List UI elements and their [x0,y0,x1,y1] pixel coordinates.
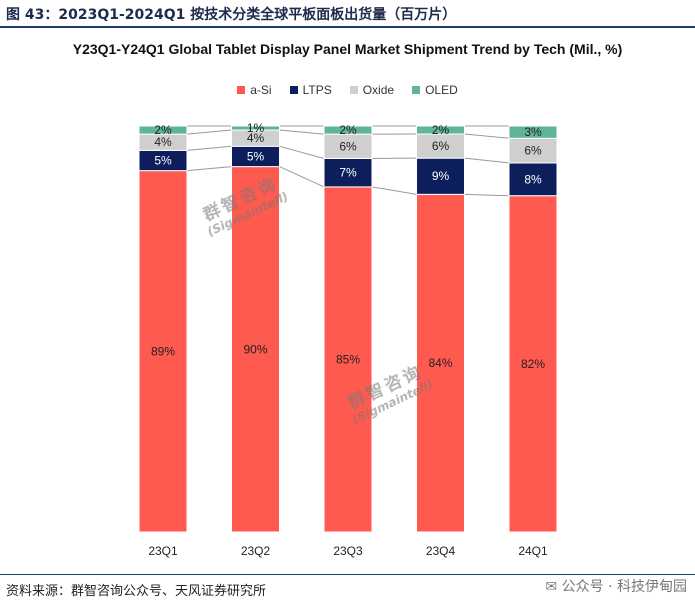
bottom-divider [0,574,695,575]
data-label-24Q1-a-Si: 82% [521,357,545,371]
data-label-23Q2-OLED: 1% [247,121,265,135]
connector-line-23Q4-Oxide [464,133,510,139]
bar-segment-24Q1-LTPS [508,162,558,197]
data-label-24Q1-LTPS: 8% [524,172,542,186]
legend-item-ltps: LTPS [289,83,332,97]
connector-line-23Q1-a-Si [186,166,232,172]
data-label-24Q1-OLED: 3% [524,125,542,139]
legend-label-oled: OLED [425,83,458,97]
bar-segment-23Q4-Oxide [416,133,465,159]
x-tick-label-23Q4: 23Q4 [426,544,456,558]
x-tick-label-23Q3: 23Q3 [333,544,363,558]
data-label-23Q3-LTPS: 7% [339,166,357,180]
x-tick-label-24Q1: 24Q1 [518,544,548,558]
legend-label-ltps: LTPS [302,83,332,97]
bar-segment-23Q1-OLED [138,125,188,135]
data-label-23Q4-Oxide: 6% [432,139,450,153]
wechat-icon: ✉ [545,579,558,595]
bar-segment-23Q2-a-Si [231,166,280,533]
bar-segment-23Q4-OLED [416,125,465,135]
x-tick-label-23Q1: 23Q1 [148,544,178,558]
connector-line-23Q1-LTPS [186,145,232,151]
footer-brand: ✉ 公众号 · 科技伊甸园 [545,576,687,596]
chart-legend: a-Si LTPS Oxide OLED [0,83,695,97]
legend-label-asi: a-Si [250,83,272,97]
top-divider [0,26,695,28]
bar-segment-23Q2-OLED [231,125,280,131]
data-label-23Q3-Oxide: 6% [339,139,357,153]
data-label-23Q2-Oxide: 4% [247,131,265,145]
connector-line-23Q4-LTPS [464,157,510,164]
bar-segment-23Q4-a-Si [416,193,465,533]
data-label-23Q4-a-Si: 84% [428,356,452,370]
bar-segment-23Q3-a-Si [323,186,373,533]
bar-segment-23Q3-OLED [323,125,373,135]
legend-swatch-ltps [289,86,298,94]
data-label-23Q2-a-Si: 90% [243,342,267,356]
legend-label-oxide: Oxide [362,83,395,97]
figure-title: 图 43：2023Q1-2024Q1 按技术分类全球平板面板出货量（百万片） [6,7,457,23]
connector-line-23Q2-a-Si [279,166,325,188]
connector-line-23Q2-Oxide [279,129,325,135]
data-label-23Q1-Oxide: 4% [154,135,172,149]
connector-line-23Q1-Oxide [186,129,232,135]
bar-segment-23Q1-a-Si [138,170,188,533]
data-label-23Q3-a-Si: 85% [336,352,360,366]
data-label-23Q4-LTPS: 9% [432,169,450,183]
bar-segment-24Q1-Oxide [508,137,558,164]
bar-segment-24Q1-OLED [508,125,558,139]
data-label-23Q2-LTPS: 5% [247,149,265,163]
data-label-23Q4-OLED: 2% [432,123,450,137]
source-note: 资料来源：群智咨询公众号、天风证券研究所 [6,584,267,599]
bar-segment-23Q3-Oxide [323,133,373,159]
legend-item-oled: OLED [412,83,458,97]
legend-swatch-oled [412,86,421,94]
legend-item-asi: a-Si [237,83,272,97]
legend-swatch-asi [237,86,246,94]
data-label-23Q1-LTPS: 5% [154,154,172,168]
legend-item-oxide: Oxide [349,83,395,97]
connector-line-23Q3-a-Si [371,186,417,195]
data-label-23Q1-a-Si: 89% [151,344,175,358]
data-label-23Q1-OLED: 2% [154,123,172,137]
connector-line-23Q2-LTPS [279,145,325,159]
legend-swatch-oxide [349,86,358,94]
x-tick-label-23Q2: 23Q2 [241,544,271,558]
data-label-23Q3-OLED: 2% [339,123,357,137]
footer-brand-label: 公众号 · 科技伊甸园 [561,579,687,595]
connector-line-23Q4-a-Si [464,193,510,197]
data-label-24Q1-Oxide: 6% [524,144,542,158]
chart-title: Y23Q1-Y24Q1 Global Tablet Display Panel … [72,41,623,57]
